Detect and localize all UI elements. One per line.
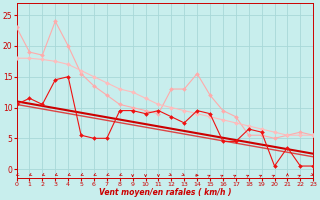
X-axis label: Vent moyen/en rafales ( km/h ): Vent moyen/en rafales ( km/h ) xyxy=(99,188,231,197)
